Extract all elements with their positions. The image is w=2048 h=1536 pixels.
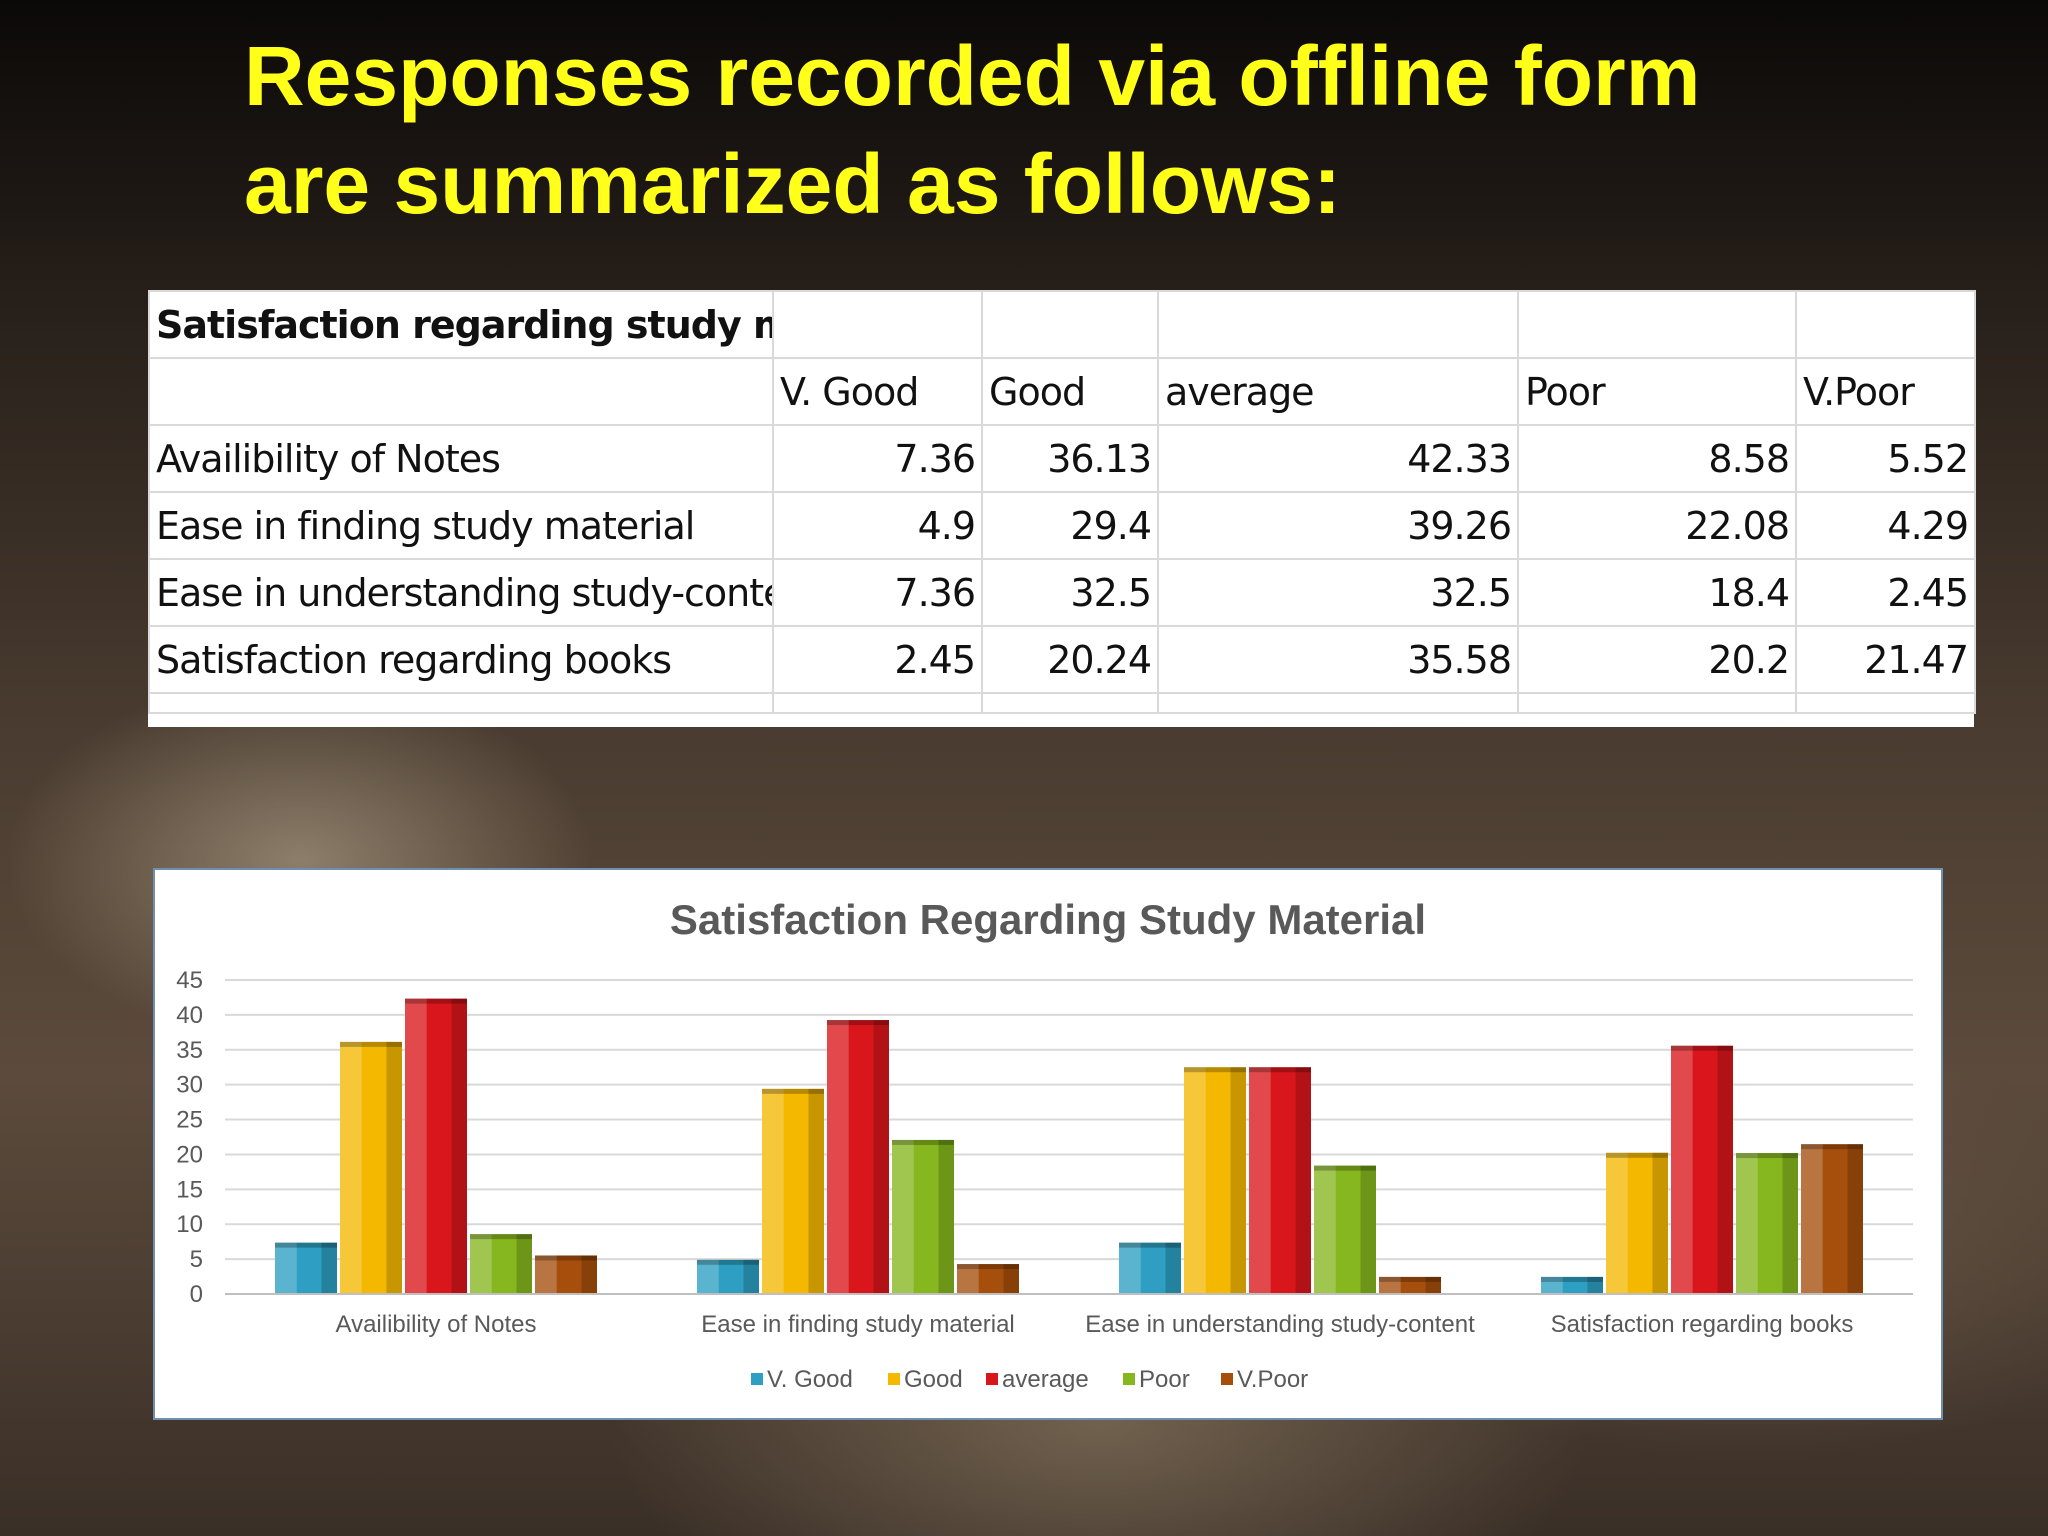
- bar-v-good: [275, 1242, 337, 1294]
- y-tick-label: 45: [176, 967, 203, 994]
- table-cell: 4.29: [1795, 491, 1976, 560]
- row-label: Satisfaction regarding books: [148, 625, 774, 694]
- legend-item: Poor: [1123, 1366, 1190, 1393]
- table-cell: 5.52: [1795, 424, 1976, 493]
- column-header: V.Poor: [1795, 357, 1976, 426]
- table-cell: 35.58: [1157, 625, 1519, 694]
- bar-v-poor: [957, 1264, 1019, 1294]
- column-header: V. Good: [772, 357, 983, 426]
- legend-item: V.Poor: [1221, 1366, 1308, 1393]
- svg-text:Poor: Poor: [1139, 1366, 1190, 1393]
- table-cell: 32.5: [981, 558, 1159, 627]
- table-cell: 32.5: [1157, 558, 1519, 627]
- category-label: Ease in finding study material: [701, 1311, 1015, 1338]
- bar-chart-panel: Satisfaction Regarding Study Material 0 5…: [153, 868, 1943, 1420]
- bar-poor: [470, 1234, 532, 1294]
- slide-title: Responses recorded via offline form are …: [244, 22, 1944, 238]
- category-label: Availibility of Notes: [336, 1311, 537, 1338]
- table-cell: 7.36: [772, 558, 983, 627]
- y-tick-label: 5: [190, 1246, 203, 1273]
- bar-good: [340, 1041, 402, 1294]
- chart-title: Satisfaction Regarding Study Material: [670, 896, 1426, 943]
- table-cell: 4.9: [772, 491, 983, 560]
- bar-average: [1249, 1067, 1311, 1294]
- bar-chart: Satisfaction Regarding Study Material 0 5…: [176, 896, 1913, 1393]
- bar-poor: [892, 1139, 954, 1294]
- svg-text:Good: Good: [904, 1366, 963, 1393]
- table-cell: 36.13: [981, 424, 1159, 493]
- bar-v-poor: [1379, 1276, 1441, 1294]
- row-label: Ease in understanding study-content: [148, 558, 774, 627]
- bar-v-good: [1541, 1276, 1603, 1294]
- table-cell: 7.36: [772, 424, 983, 493]
- y-tick-label: 0: [190, 1281, 203, 1308]
- data-table: Satisfaction regarding study material V.…: [148, 290, 1976, 727]
- category-label: Ease in understanding study-content: [1085, 1311, 1475, 1338]
- bar-good: [1606, 1152, 1668, 1294]
- bar-average: [1671, 1045, 1733, 1294]
- y-tick-label: 25: [176, 1107, 203, 1134]
- row-label: Availibility of Notes: [148, 424, 774, 493]
- bar-poor: [1314, 1165, 1376, 1294]
- bar-v-good: [1119, 1242, 1181, 1294]
- table-row: Availibility of Notes 7.36 36.13 42.33 8…: [148, 424, 1976, 493]
- table-row: Ease in finding study material 4.9 29.4 …: [148, 491, 1976, 560]
- y-tick-label: 30: [176, 1072, 203, 1099]
- column-header: Good: [981, 357, 1159, 426]
- bar-poor: [1736, 1153, 1798, 1294]
- table-cell: 20.2: [1517, 625, 1797, 694]
- bar-average: [405, 998, 467, 1294]
- column-header: average: [1157, 357, 1519, 426]
- bar-v-poor: [1801, 1144, 1863, 1294]
- slide-title-line-1: Responses recorded via offline form: [244, 29, 1701, 123]
- column-header: Poor: [1517, 357, 1797, 426]
- table-cell: 18.4: [1517, 558, 1797, 627]
- bar-good: [1184, 1067, 1246, 1294]
- table-row: Ease in understanding study-content 7.36…: [148, 558, 1976, 627]
- table-cell: 2.45: [1795, 558, 1976, 627]
- legend-item: Good: [888, 1366, 963, 1393]
- table-cell: 8.58: [1517, 424, 1797, 493]
- svg-text:average: average: [1002, 1366, 1089, 1393]
- category-label: Satisfaction regarding books: [1551, 1311, 1854, 1338]
- bar-average: [827, 1020, 889, 1294]
- legend-item: V. Good: [751, 1366, 853, 1393]
- table-cell: 39.26: [1157, 491, 1519, 560]
- legend-item: average: [986, 1366, 1089, 1393]
- table-cell: 21.47: [1795, 625, 1976, 694]
- table-cell: 2.45: [772, 625, 983, 694]
- y-tick-label: 15: [176, 1176, 203, 1203]
- table-row: Satisfaction regarding books 2.45 20.24 …: [148, 625, 1976, 694]
- y-tick-label: 35: [176, 1037, 203, 1064]
- row-label: Ease in finding study material: [148, 491, 774, 560]
- bar-good: [762, 1088, 824, 1294]
- bar-v-good: [697, 1259, 759, 1294]
- svg-text:V.Poor: V.Poor: [1237, 1366, 1308, 1393]
- bar-v-poor: [535, 1255, 597, 1294]
- table-cell: 42.33: [1157, 424, 1519, 493]
- table-title: Satisfaction regarding study material: [148, 290, 774, 359]
- table-cell: 29.4: [981, 491, 1159, 560]
- svg-text:V. Good: V. Good: [767, 1366, 853, 1393]
- y-tick-label: 10: [176, 1211, 203, 1238]
- table-cell: 22.08: [1517, 491, 1797, 560]
- y-tick-label: 20: [176, 1141, 203, 1168]
- table-cell: 20.24: [981, 625, 1159, 694]
- slide-title-line-2: are summarized as follows:: [244, 137, 1342, 231]
- y-tick-label: 40: [176, 1002, 203, 1029]
